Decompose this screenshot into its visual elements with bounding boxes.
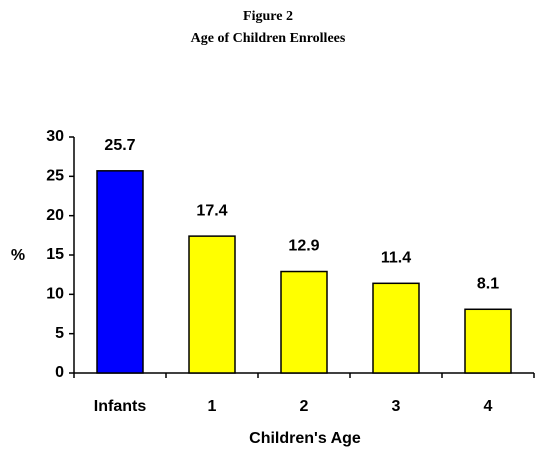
x-tick-label: 2	[300, 398, 309, 415]
data-label: 12.9	[288, 238, 319, 255]
y-tick-label: 30	[46, 128, 64, 145]
data-label: 17.4	[196, 202, 227, 219]
data-label: 25.7	[104, 137, 135, 154]
chart-subtitle: Age of Children Enrollees	[191, 31, 346, 46]
y-tick-label: 25	[46, 168, 64, 185]
x-tick-label: 1	[208, 398, 217, 415]
x-axis-label: Children's Age	[249, 430, 361, 447]
y-tick-label: 5	[55, 325, 64, 342]
x-tick-label: Infants	[94, 398, 147, 415]
y-tick-label: 15	[46, 246, 64, 263]
data-label: 8.1	[477, 275, 499, 292]
y-tick-label: 10	[46, 286, 64, 303]
bar	[280, 270, 328, 374]
y-tick-label: 0	[55, 364, 64, 381]
y-tick-label: 20	[46, 207, 64, 224]
bar	[464, 308, 512, 374]
bar	[96, 170, 144, 374]
x-tick-label: 4	[484, 398, 493, 415]
bar	[188, 235, 236, 374]
bar	[372, 282, 420, 374]
y-axis-label: %	[11, 247, 25, 264]
x-tick-label: 3	[392, 398, 401, 415]
data-label: 11.4	[381, 250, 411, 267]
chart-title: Figure 2	[243, 9, 293, 24]
